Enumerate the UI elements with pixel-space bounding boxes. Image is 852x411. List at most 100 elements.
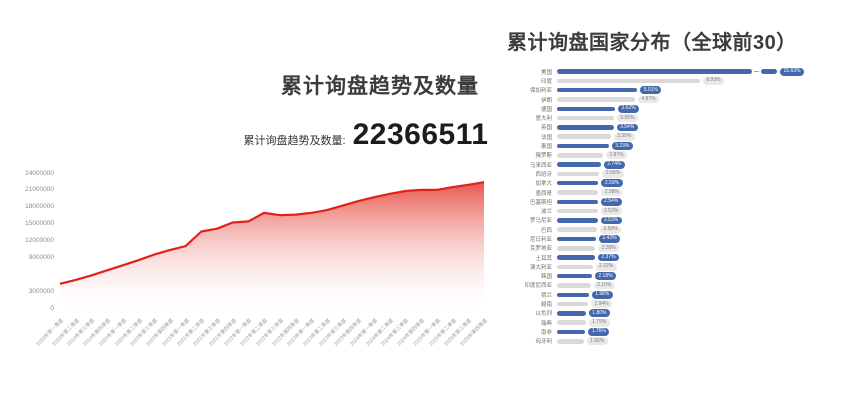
bar[interactable]	[557, 320, 586, 325]
country-label: 巴西	[540, 227, 552, 234]
y-axis-tick-label: 15000000	[25, 220, 54, 228]
country-bar-row: 荷兰 1.98%	[505, 290, 850, 299]
bar[interactable]	[557, 87, 638, 93]
value-bubble: 2.50%	[600, 225, 622, 234]
value-bubble: 2.37%	[597, 253, 620, 262]
country-bar-row: 波兰 2.53%	[505, 206, 850, 215]
country-bar-row: 印度尼西亚 2.10%	[505, 281, 850, 290]
bar[interactable]	[557, 218, 598, 223]
bar-break-indicator	[754, 70, 759, 73]
bar[interactable]	[557, 255, 595, 260]
bar[interactable]	[557, 273, 592, 279]
bar-segment[interactable]	[761, 69, 777, 74]
bar[interactable]	[557, 190, 599, 195]
bar[interactable]	[557, 227, 597, 232]
value-bubble: 3.62%	[617, 104, 640, 113]
value-bubble: 2.87%	[605, 151, 628, 160]
country-bar-row: 保加利亚 5.01%	[505, 86, 850, 95]
country-label: 保加利亚	[529, 88, 552, 95]
country-bar-row: 墨西哥 2.58%	[505, 188, 850, 197]
country-label: 克罗地亚	[529, 246, 552, 253]
value-bubble: 1.94%	[591, 300, 613, 308]
value-bubble: 15.63%	[780, 67, 804, 76]
value-bubble: 2.22%	[595, 262, 617, 271]
bar[interactable]	[557, 339, 584, 344]
country-label: 尼日利亚	[529, 236, 552, 243]
country-label: 英国	[540, 125, 552, 132]
bar[interactable]	[557, 246, 596, 251]
country-bar-row: 美国 15.63%	[505, 67, 850, 76]
country-label: 南非	[540, 329, 552, 336]
country-label: 德国	[540, 106, 552, 113]
country-bar-row: 意大利 3.55%	[505, 113, 850, 122]
country-label: 西班牙	[535, 171, 552, 178]
bar-segment[interactable]	[557, 69, 752, 74]
bar[interactable]	[557, 180, 599, 186]
value-bubble: 2.53%	[600, 216, 622, 225]
bar[interactable]	[557, 208, 598, 214]
value-bubble: 2.10%	[593, 281, 615, 290]
country-label: 瑞典	[540, 320, 552, 327]
country-bar-row: 瑞典 1.79%	[505, 318, 850, 327]
trend-total-label: 累计询盘趋势及数量:	[243, 135, 346, 147]
bar[interactable]	[557, 236, 596, 242]
bar[interactable]	[557, 78, 700, 84]
value-bubble: 1.98%	[591, 290, 613, 299]
value-bubble: 3.35%	[613, 132, 635, 141]
value-bubble: 2.54%	[600, 197, 622, 206]
bar[interactable]	[557, 292, 589, 298]
y-axis-tick-label: 18000000	[25, 203, 54, 211]
bar[interactable]	[557, 311, 586, 316]
y-axis-tick-label: 12000000	[25, 237, 54, 244]
country-bar-row: 英国 3.54%	[505, 123, 850, 132]
y-axis-tick-label: 0	[50, 304, 54, 312]
country-label: 澳大利亚	[529, 264, 552, 271]
y-axis-tick-label: 9000000	[28, 253, 54, 261]
country-label: 韩国	[540, 274, 552, 281]
value-bubble: 1.80%	[588, 309, 610, 318]
country-label: 墨西哥	[535, 190, 552, 197]
bar[interactable]	[557, 125, 614, 130]
bar[interactable]	[557, 143, 609, 149]
bar[interactable]	[557, 301, 588, 307]
value-bubble: 2.74%	[603, 160, 625, 169]
bar[interactable]	[557, 162, 601, 167]
value-bubble: 8.93%	[702, 77, 725, 85]
country-bar-row: 巴基斯坦 2.54%	[505, 197, 850, 206]
country-bar-row: 泰国 3.23%	[505, 141, 850, 150]
country-label: 俄罗斯	[535, 153, 552, 160]
bar[interactable]	[557, 106, 615, 112]
bar[interactable]	[557, 329, 586, 335]
country-bar-row: 西班牙 2.65%	[505, 169, 850, 178]
bar[interactable]	[557, 171, 600, 177]
bar[interactable]	[557, 264, 593, 270]
country-bar-row: 德国 3.62%	[505, 104, 850, 113]
country-bar-row: 韩国 2.18%	[505, 272, 850, 281]
country-bar-chart: 美国 15.63% 印度 8.93% 保加利亚 5.01% 伊朗 4.87% 德国 3.62% 意大…	[505, 67, 850, 346]
bar[interactable]	[557, 283, 591, 288]
country-bar-row: 俄罗斯 2.87%	[505, 151, 850, 160]
country-label: 土耳其	[535, 255, 552, 262]
country-bar-row: 加拿大 2.59%	[505, 179, 850, 188]
bar[interactable]	[557, 97, 635, 102]
country-bar-row: 土耳其 2.37%	[505, 253, 850, 262]
country-bar-row: 马来西亚 2.74%	[505, 160, 850, 169]
country-label: 荷兰	[540, 292, 552, 299]
y-axis-tick-label: 24000000	[25, 169, 54, 177]
country-label: 印度尼西亚	[524, 283, 552, 290]
country-bar-row: 巴西 2.50%	[505, 225, 850, 234]
country-bar-row: 越南 1.94%	[505, 299, 850, 308]
bar[interactable]	[557, 134, 611, 139]
country-bar-row: 以色列 1.80%	[505, 309, 850, 318]
bar[interactable]	[557, 199, 598, 205]
bar[interactable]	[557, 153, 603, 158]
country-bar-row: 南非 1.76%	[505, 327, 850, 336]
country-label: 印度	[540, 78, 552, 85]
country-label: 越南	[540, 302, 552, 309]
country-label: 罗马尼亚	[529, 218, 552, 225]
bar[interactable]	[557, 115, 614, 121]
country-label: 意大利	[535, 116, 552, 123]
country-bar-row: 克罗地亚 2.39%	[505, 244, 850, 253]
country-bar-row: 澳大利亚 2.22%	[505, 262, 850, 271]
value-bubble: 1.79%	[588, 318, 610, 327]
